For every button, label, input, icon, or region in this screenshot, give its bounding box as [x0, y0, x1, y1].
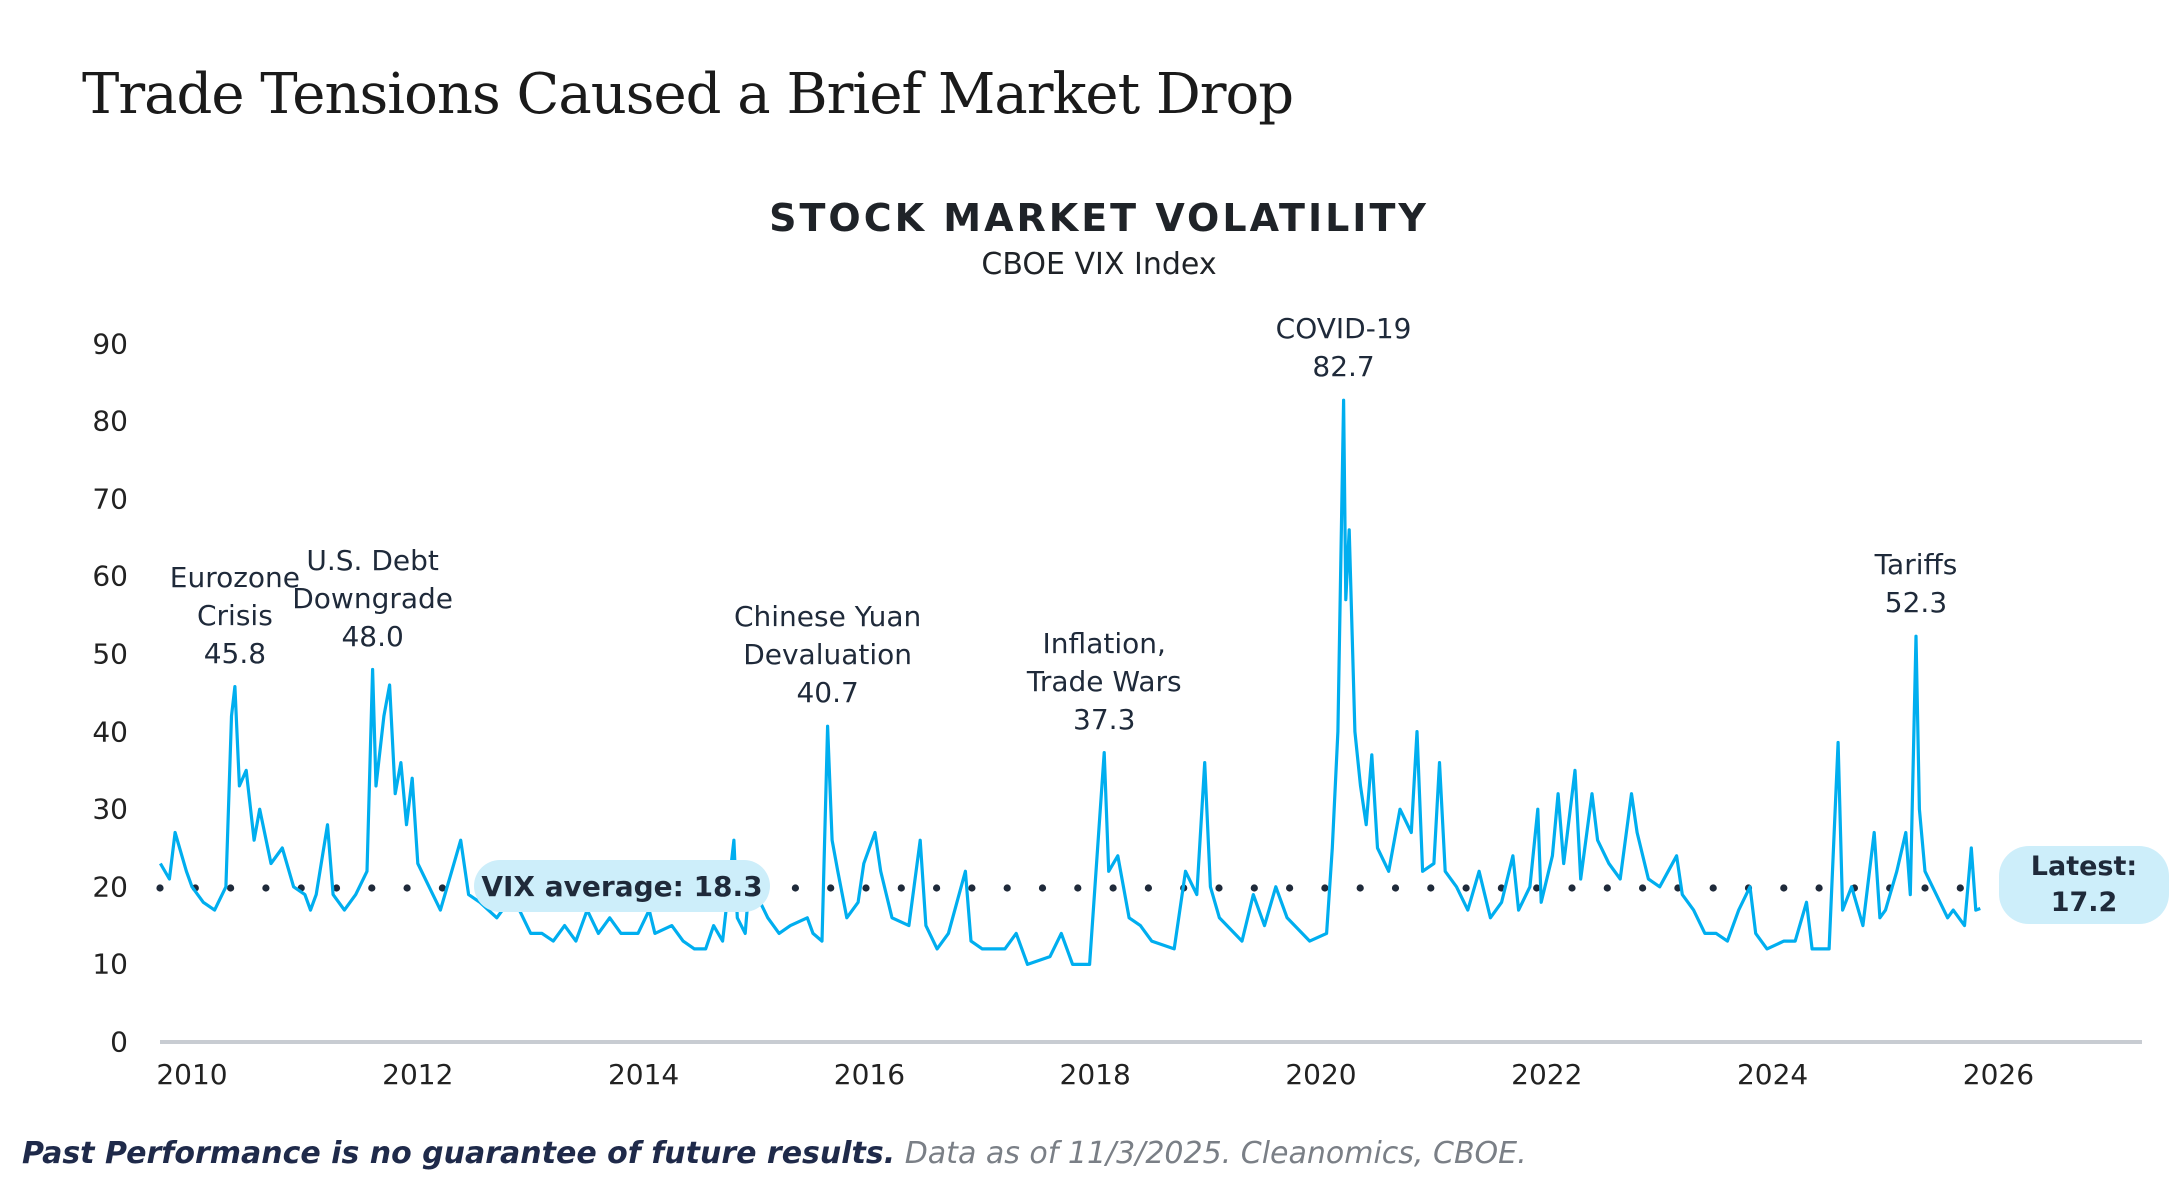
x-tick-label: 2012 — [382, 1058, 454, 1091]
average-dot — [1568, 884, 1576, 892]
y-tick-label: 30 — [92, 792, 128, 826]
y-tick-label: 0 — [110, 1025, 128, 1059]
average-dot — [1533, 884, 1541, 892]
average-dot — [1074, 884, 1082, 892]
average-dot — [1215, 884, 1223, 892]
chart-title: STOCK MARKET VOLATILITY — [769, 196, 1429, 240]
average-dot — [1144, 884, 1152, 892]
latest-label: Latest: — [2030, 851, 2138, 882]
average-dot — [332, 884, 341, 892]
y-tick-label: 20 — [92, 870, 128, 904]
average-dot — [1427, 884, 1435, 892]
average-dot — [897, 884, 905, 892]
average-dot — [227, 884, 235, 892]
annotation-line: Downgrade — [292, 581, 454, 615]
annotation-line: COVID-19 — [1275, 312, 1412, 346]
x-tick-label: 2026 — [1962, 1058, 2035, 1091]
annotation-line: 52.3 — [1884, 586, 1948, 620]
average-dot — [827, 884, 835, 892]
annotation-line: Devaluation — [743, 638, 913, 672]
average-dotted-line — [156, 884, 1964, 892]
average-dot — [933, 884, 941, 892]
latest-value: 17.2 — [2050, 887, 2118, 918]
y-tick-label: 60 — [92, 559, 128, 593]
annotation-line: Eurozone — [169, 560, 301, 594]
average-dot — [1391, 884, 1400, 892]
annotation-label: Eurozone Crisis 45.8 — [170, 559, 300, 673]
x-tick-label: 2024 — [1736, 1058, 1809, 1091]
annotation-line: 40.7 — [796, 676, 859, 710]
chart-subtitle: CBOE VIX Index — [981, 247, 1217, 282]
y-tick-label: 10 — [92, 947, 128, 981]
average-dot — [1109, 884, 1117, 892]
average-dot — [1815, 884, 1823, 892]
average-dot — [1462, 884, 1470, 892]
footer-bold: Past Performance is no guarantee of futu… — [22, 1136, 896, 1171]
annotation-line: Crisis — [196, 598, 273, 632]
average-dot — [438, 884, 446, 892]
y-tick-label: 50 — [92, 637, 128, 671]
annotation-line: Tariffs — [1874, 548, 1958, 582]
average-dot — [1286, 884, 1294, 892]
annotation-line: Chinese Yuan — [733, 600, 922, 634]
average-dot — [1038, 884, 1047, 892]
average-dot — [1780, 884, 1788, 892]
y-tick-label: 70 — [92, 482, 128, 516]
footer-note: Data as of 11/3/2025. Cleanomics, CBOE. — [895, 1136, 1527, 1171]
annotation-line: 45.8 — [203, 636, 267, 670]
average-dot — [368, 884, 376, 892]
x-tick-label: 2018 — [1059, 1058, 1131, 1091]
average-dot — [1321, 884, 1329, 892]
y-tick-label: 40 — [92, 715, 128, 749]
page-title: Trade Tensions Caused a Brief Market Dro… — [82, 62, 1294, 127]
average-dot — [156, 884, 164, 892]
average-dot — [791, 884, 800, 892]
average-dot — [1921, 884, 1929, 892]
x-tick-label: 2016 — [833, 1058, 906, 1091]
annotation-line: 37.3 — [1073, 702, 1136, 736]
average-dot — [1956, 884, 1964, 892]
average-dot — [1356, 884, 1364, 892]
y-tick-label: 80 — [92, 404, 128, 438]
average-label-pill: VIX average: 18.3 — [474, 860, 770, 912]
average-dot — [1603, 884, 1611, 892]
annotation-line: U.S. Debt — [306, 543, 439, 577]
footer-disclaimer: Past Performance is no guarantee of futu… — [22, 1136, 1527, 1171]
vix-series-line — [159, 398, 1981, 966]
x-tick-label: 2010 — [156, 1058, 228, 1091]
annotation-label: Tariffs 52.3 — [1875, 546, 1958, 622]
average-dot — [262, 884, 270, 892]
annotation-label: Inflation, Trade Wars 37.3 — [1027, 625, 1182, 739]
x-tick-label: 2022 — [1511, 1058, 1583, 1091]
average-dot — [1709, 884, 1717, 892]
annotation-line: Trade Wars — [1026, 664, 1182, 698]
annotation-line: Inflation, — [1042, 626, 1166, 660]
average-dot — [1639, 884, 1647, 892]
y-tick-label: 90 — [92, 327, 128, 361]
annotation-label: Chinese Yuan Devaluation 40.7 — [734, 598, 921, 712]
x-tick-label: 2014 — [607, 1058, 680, 1091]
average-dot — [403, 884, 411, 892]
annotation-label: U.S. Debt Downgrade 48.0 — [292, 542, 453, 656]
annotation-label: COVID-19 82.7 — [1276, 310, 1412, 386]
average-dot — [862, 884, 870, 892]
average-dot — [1003, 884, 1011, 892]
annotation-line: 48.0 — [341, 619, 404, 653]
average-dot — [1250, 884, 1258, 892]
latest-value-pill: Latest: 17.2 — [1999, 846, 2169, 924]
annotation-line: 82.7 — [1312, 350, 1375, 384]
x-tick-label: 2020 — [1285, 1058, 1357, 1091]
average-dot — [968, 884, 976, 892]
